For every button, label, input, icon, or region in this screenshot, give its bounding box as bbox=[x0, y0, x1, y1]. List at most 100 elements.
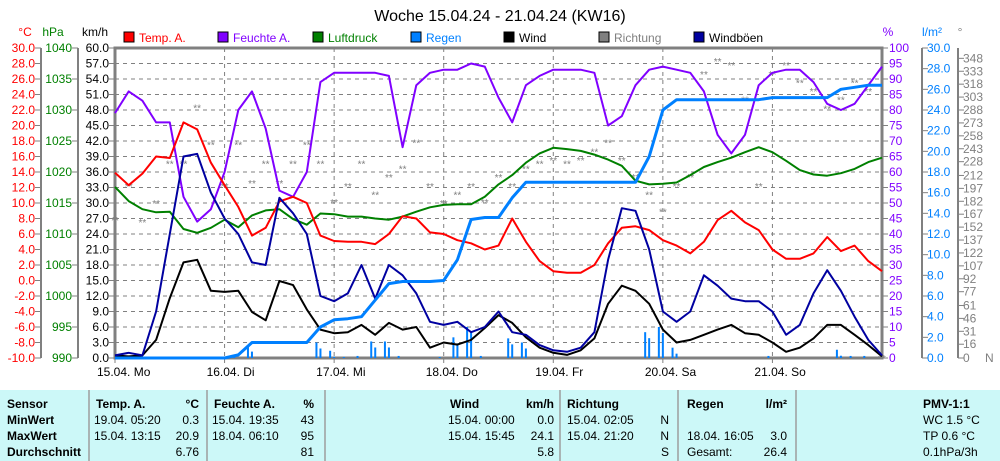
direction-point: ** bbox=[234, 140, 242, 151]
direction-tick-label: 31 bbox=[963, 324, 977, 338]
wind-max-time: 15.04. 15:45 bbox=[448, 429, 515, 443]
x-tick-label: 17.04. Mi bbox=[316, 365, 365, 379]
direction-point: ** bbox=[769, 70, 777, 81]
direction-tick-label: 107 bbox=[963, 259, 983, 273]
wind-axis-unit: km/h bbox=[82, 25, 108, 39]
legend-label: Richtung bbox=[614, 31, 661, 45]
x-tick-label: 21.04. So bbox=[754, 365, 806, 379]
legend-label: Regen bbox=[426, 31, 461, 45]
rain-header: Regen bbox=[687, 397, 724, 411]
legend-label: Wind bbox=[519, 31, 546, 45]
rain-interval-bar bbox=[524, 348, 527, 358]
humidity-tick-label: 15 bbox=[889, 305, 903, 319]
rain-interval-bar bbox=[520, 342, 523, 358]
direction-min-time: 15.04. 02:05 bbox=[567, 413, 634, 427]
temp-avg: 6.76 bbox=[175, 445, 199, 459]
direction-point: ** bbox=[412, 139, 420, 150]
pressure-tick-label: 1035 bbox=[45, 72, 72, 86]
rain-interval-bar bbox=[246, 345, 249, 358]
wind-min-time: 15.04. 00:00 bbox=[448, 413, 515, 427]
rain-tick-label: 22.0 bbox=[927, 124, 951, 138]
row-label-min: MinWert bbox=[7, 413, 55, 427]
rain-axis-unit: l/m² bbox=[922, 25, 942, 39]
wind-tick-label: 48.0 bbox=[86, 103, 110, 117]
rain-interval-bar bbox=[466, 327, 469, 358]
direction-tick-label: 167 bbox=[963, 207, 983, 221]
pmv-dewpoint: TP 0.6 °C bbox=[923, 429, 975, 443]
series-line-windböen bbox=[114, 152, 883, 357]
pmv-windchill: WC 1.5 °C bbox=[923, 413, 980, 427]
humidity-header: Feuchte A. bbox=[214, 397, 275, 411]
row-label-max: MaxWert bbox=[7, 429, 57, 443]
direction-axis-unit: ° bbox=[958, 25, 963, 39]
rain-tick-label: 2.0 bbox=[927, 330, 944, 344]
humidity-tick-label: 75 bbox=[889, 119, 903, 133]
temp-tick-label: 6.0 bbox=[18, 227, 35, 241]
rain-interval-bar bbox=[456, 343, 459, 358]
temp-tick-label: 20.0 bbox=[12, 119, 36, 133]
humidity-tick-label: 20 bbox=[889, 289, 903, 303]
direction-min: N bbox=[660, 413, 669, 427]
x-tick-label: 16.04. Di bbox=[207, 365, 255, 379]
stats-col-temp: Temp. A. °C 19.04. 05:20 0.3 15.04. 13:15 2… bbox=[88, 390, 206, 461]
rain-tick-label: 28.0 bbox=[927, 62, 951, 76]
legend-item: Regen bbox=[410, 31, 461, 45]
humidity-tick-label: 25 bbox=[889, 274, 903, 288]
rain-interval-bar bbox=[356, 355, 359, 358]
wind-tick-label: 57.0 bbox=[86, 57, 110, 71]
wind-tick-label: 24.0 bbox=[86, 227, 110, 241]
rain-interval-bar bbox=[370, 341, 373, 358]
temp-max-time: 15.04. 13:15 bbox=[94, 429, 161, 443]
direction-tick-label: 92 bbox=[963, 272, 977, 286]
direction-tick-label: 0 bbox=[963, 351, 970, 365]
direction-tick-label: 212 bbox=[963, 168, 983, 182]
rain-interval-bar bbox=[657, 327, 660, 358]
rain-interval-bar bbox=[342, 356, 345, 358]
wind-tick-label: 18.0 bbox=[86, 258, 110, 272]
pressure-tick-label: 1030 bbox=[45, 103, 72, 117]
rain-interval-bar bbox=[849, 355, 852, 358]
rain-tick-label: 24.0 bbox=[927, 103, 951, 117]
direction-point: ** bbox=[714, 57, 722, 68]
direction-tick-label: 16 bbox=[963, 337, 977, 351]
pressure-axis-unit: hPa bbox=[42, 25, 64, 39]
rain-interval-bar bbox=[374, 347, 377, 358]
temp-tick-label: -6.0 bbox=[14, 320, 35, 334]
humidity-tick-label: 70 bbox=[889, 134, 903, 148]
weather-chart: Woche 15.04.24 - 21.04.24 (KW16) Temp. A… bbox=[8, 8, 994, 379]
pressure-tick-label: 1020 bbox=[45, 165, 72, 179]
stats-col-sensor: Sensor MinWert MaxWert Durchschnitt bbox=[0, 390, 88, 461]
pressure-tick-label: 990 bbox=[52, 351, 72, 365]
direction-point: ** bbox=[495, 173, 503, 184]
humidity-unit: % bbox=[303, 397, 314, 411]
legend-swatch bbox=[598, 31, 610, 43]
rain-interval-bar bbox=[675, 353, 678, 358]
rain-max-time: 18.04. 16:05 bbox=[687, 429, 754, 443]
wind-tick-label: 51.0 bbox=[86, 88, 110, 102]
rain-tick-label: 4.0 bbox=[927, 310, 944, 324]
humidity-min-time: 15.04. 19:35 bbox=[212, 413, 279, 427]
temp-tick-label: 24.0 bbox=[12, 88, 36, 102]
humidity-axis-unit: % bbox=[883, 25, 894, 39]
x-tick-label: 15.04. Mo bbox=[97, 365, 151, 379]
direction-point: ** bbox=[618, 156, 626, 167]
series-line-feuchte-a bbox=[114, 62, 883, 223]
x-tick-label: 19.04. Fr bbox=[535, 365, 583, 379]
sensor-header: Sensor bbox=[7, 397, 48, 411]
direction-tick-label: 348 bbox=[963, 51, 983, 65]
wind-tick-label: 30.0 bbox=[86, 196, 110, 210]
stats-col-direction: Richtung 15.04. 02:05 N 15.04. 21:20 N S bbox=[559, 390, 677, 461]
series-line-wind bbox=[114, 258, 883, 358]
direction-point: ** bbox=[659, 208, 667, 219]
rain-tick-label: 8.0 bbox=[927, 268, 944, 282]
temp-axis-unit: °C bbox=[18, 25, 32, 39]
direction-point: ** bbox=[289, 159, 297, 170]
temp-tick-label: 18.0 bbox=[12, 134, 36, 148]
chart-title: Woche 15.04.24 - 21.04.24 (KW16) bbox=[374, 8, 625, 25]
direction-header: Richtung bbox=[567, 397, 619, 411]
direction-axis-end-label: N bbox=[985, 351, 994, 365]
legend-swatch bbox=[312, 31, 324, 43]
direction-point: ** bbox=[755, 182, 763, 193]
pmv-pressure-trend: 0.1hPa/3h bbox=[923, 445, 978, 459]
direction-point: ** bbox=[111, 216, 119, 227]
